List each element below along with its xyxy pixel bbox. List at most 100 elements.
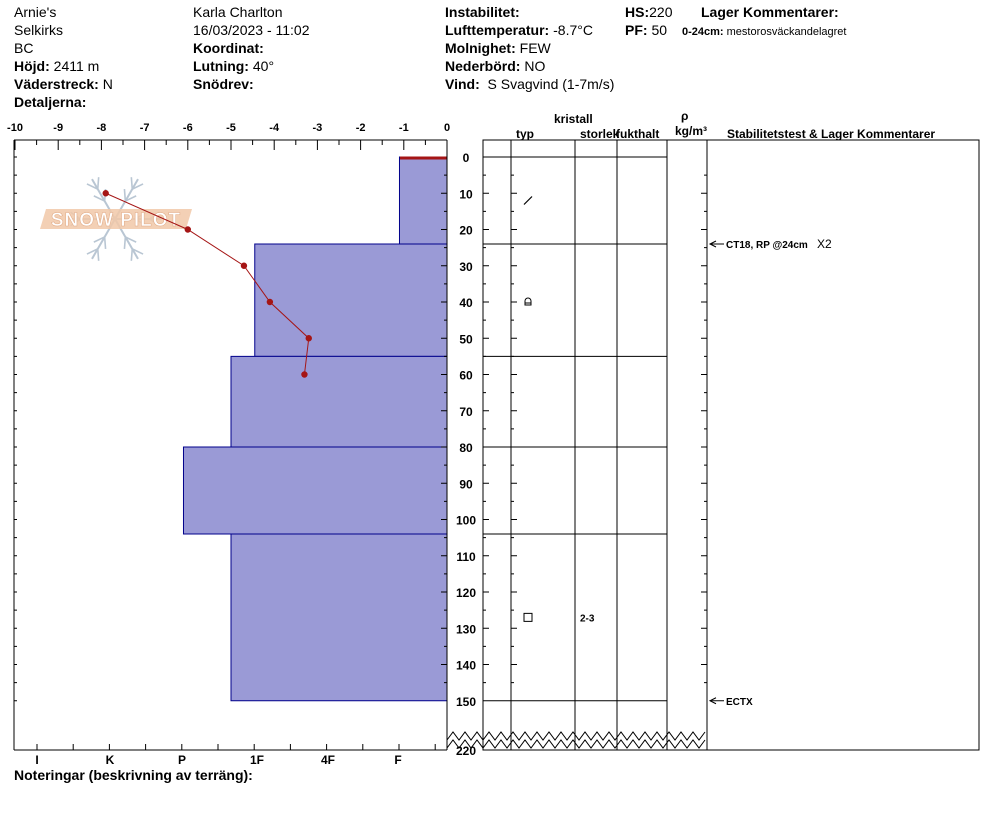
elevation-value: 2411 m [53, 58, 100, 74]
logo-wordmark: SNOW PILOT [51, 210, 181, 231]
snowflake-branch [131, 183, 144, 190]
wind-label: Vind: [445, 76, 480, 92]
stability-test-result: CT18, RP @24cm [726, 240, 808, 251]
slope-value: 40° [252, 58, 275, 74]
sky-row: Molnighet: FEW [445, 39, 551, 57]
hardness-layers [182, 156, 448, 702]
hardness-label: K [106, 753, 115, 767]
hardness-layer-bar [230, 355, 448, 448]
hs-row: HS:220 [625, 3, 672, 21]
type-header: typ [516, 127, 534, 141]
drift-label: Snödrev: [193, 76, 254, 92]
snowflake-branch [125, 195, 137, 202]
hardness-layer-bar [182, 446, 448, 535]
observation-datetime: 16/03/2023 - 11:02 [193, 22, 310, 38]
comments-header: Stabilitetstest & Lager Kommentarer [727, 127, 936, 141]
stability-test-result: ECTX [726, 697, 753, 708]
temperature-point [184, 226, 191, 233]
chart-frame [13, 139, 980, 751]
axis-labels: -10 -9 -8 -7 -6 -5 -4 -3 -2 -1 0010203040506070809… [7, 122, 476, 767]
grain-symbol-square [523, 612, 533, 622]
depth-tick-label: 90 [459, 477, 473, 491]
temperature-tick-label: -10 [7, 122, 23, 134]
instability-row: Instabilitet: [445, 3, 520, 21]
temperature-tick-label: -8 [97, 122, 107, 134]
depth-tick-label: 150 [456, 695, 476, 709]
snowflake-branch [123, 236, 127, 249]
precip-label: Nederbörd: [445, 58, 521, 74]
air-temp-label: Lufttemperatur: [445, 22, 550, 38]
density-unit: kg/m³ [675, 124, 708, 138]
precip-row: Nederbörd: NO [445, 57, 545, 75]
snowflake-branch [96, 248, 100, 261]
hardness-label: I [35, 753, 38, 767]
location-name: Arnie's [14, 4, 57, 20]
pf-label: PF: [625, 22, 648, 38]
depth-tick-label: 20 [459, 224, 473, 238]
depth-tick-label: 50 [459, 332, 473, 346]
aspect-value: N [102, 76, 113, 92]
hardness-label: F [394, 753, 401, 767]
snow-pilot-logo: SNOW PILOT [40, 177, 192, 261]
grain-symbol-slash [523, 196, 533, 205]
grain-symbols: 2-3 [523, 196, 595, 624]
layer-comments-label: Lager Kommentarer: [701, 4, 839, 20]
crystal-header: kristall [554, 112, 593, 126]
snowflake-branch [86, 248, 99, 255]
depth-tick-label: 10 [459, 187, 473, 201]
temperature-tick-label: -4 [269, 122, 280, 134]
aspect-label: Väderstreck: [14, 76, 99, 92]
temperature-tick-label: -2 [356, 122, 366, 134]
hardness-label: 1F [250, 753, 264, 767]
air-temp-value: -8.7°C [553, 22, 593, 38]
density-symbol: ρ [681, 109, 689, 123]
temperature-point [102, 190, 109, 197]
snowflake-branch [93, 236, 105, 243]
hardness-layer-bar [398, 156, 448, 245]
precip-value: NO [524, 58, 546, 74]
depth-tick-label: 60 [459, 369, 473, 383]
instability-label: Instabilitet: [445, 4, 520, 20]
sky-label: Molnighet: [445, 40, 516, 56]
aspect-row: Väderstreck: N [14, 75, 113, 93]
pf-value: 50 [651, 22, 668, 38]
snowflake-branch [96, 177, 100, 190]
snowflake-branch [130, 248, 134, 261]
hardness-layer-bar [230, 533, 448, 702]
temperature-point [266, 298, 274, 306]
elevation-label: Höjd: [14, 58, 50, 74]
depth-tick-label: 0 [463, 151, 470, 165]
stability-test-multiplier: X2 [817, 237, 832, 251]
hardness-label: 4F [321, 753, 335, 767]
axis-break-zigzag [446, 739, 706, 749]
snowflake-branch [125, 236, 137, 243]
drift-row: Snödrev: [193, 75, 254, 93]
depth-tick-label: 140 [456, 659, 476, 673]
air-temp-row: Lufttemperatur: -8.7°C [445, 21, 593, 39]
region: BC [14, 40, 34, 56]
depth-tick-label: 110 [456, 550, 476, 564]
temperature-point [305, 335, 312, 342]
wind-value: S Svagvind (1-7m/s) [487, 76, 615, 92]
temperature-line [105, 192, 310, 375]
pf-row: PF: 50 [625, 21, 667, 39]
grain-symbol-rounded-facet [524, 297, 532, 306]
hardness-label: P [178, 753, 186, 767]
coordinate-label: Koordinat: [193, 40, 264, 56]
layer-comment-text: mestorosväckandelagret [726, 26, 847, 38]
depth-tick-label: 40 [459, 296, 473, 310]
elevation-row: Höjd: 2411 m [14, 57, 99, 75]
temperature-tick-label: -6 [183, 122, 193, 134]
snowflake-branch [131, 248, 144, 255]
depth-tick-label: 70 [459, 405, 473, 419]
grain-size-label: 2-3 [580, 613, 595, 624]
snowflake-branch [123, 189, 127, 202]
depth-tick-label: 130 [456, 622, 476, 636]
logo-banner [40, 209, 192, 229]
stability-test-arrow-head [708, 697, 717, 705]
layer-comment-range: 0-24cm: [682, 26, 724, 38]
wind-row: Vind: S Svagvind (1-7m/s) [445, 75, 614, 93]
temperature-point [301, 371, 308, 378]
notes-label: Noteringar (beskrivning av terräng): [14, 767, 253, 783]
